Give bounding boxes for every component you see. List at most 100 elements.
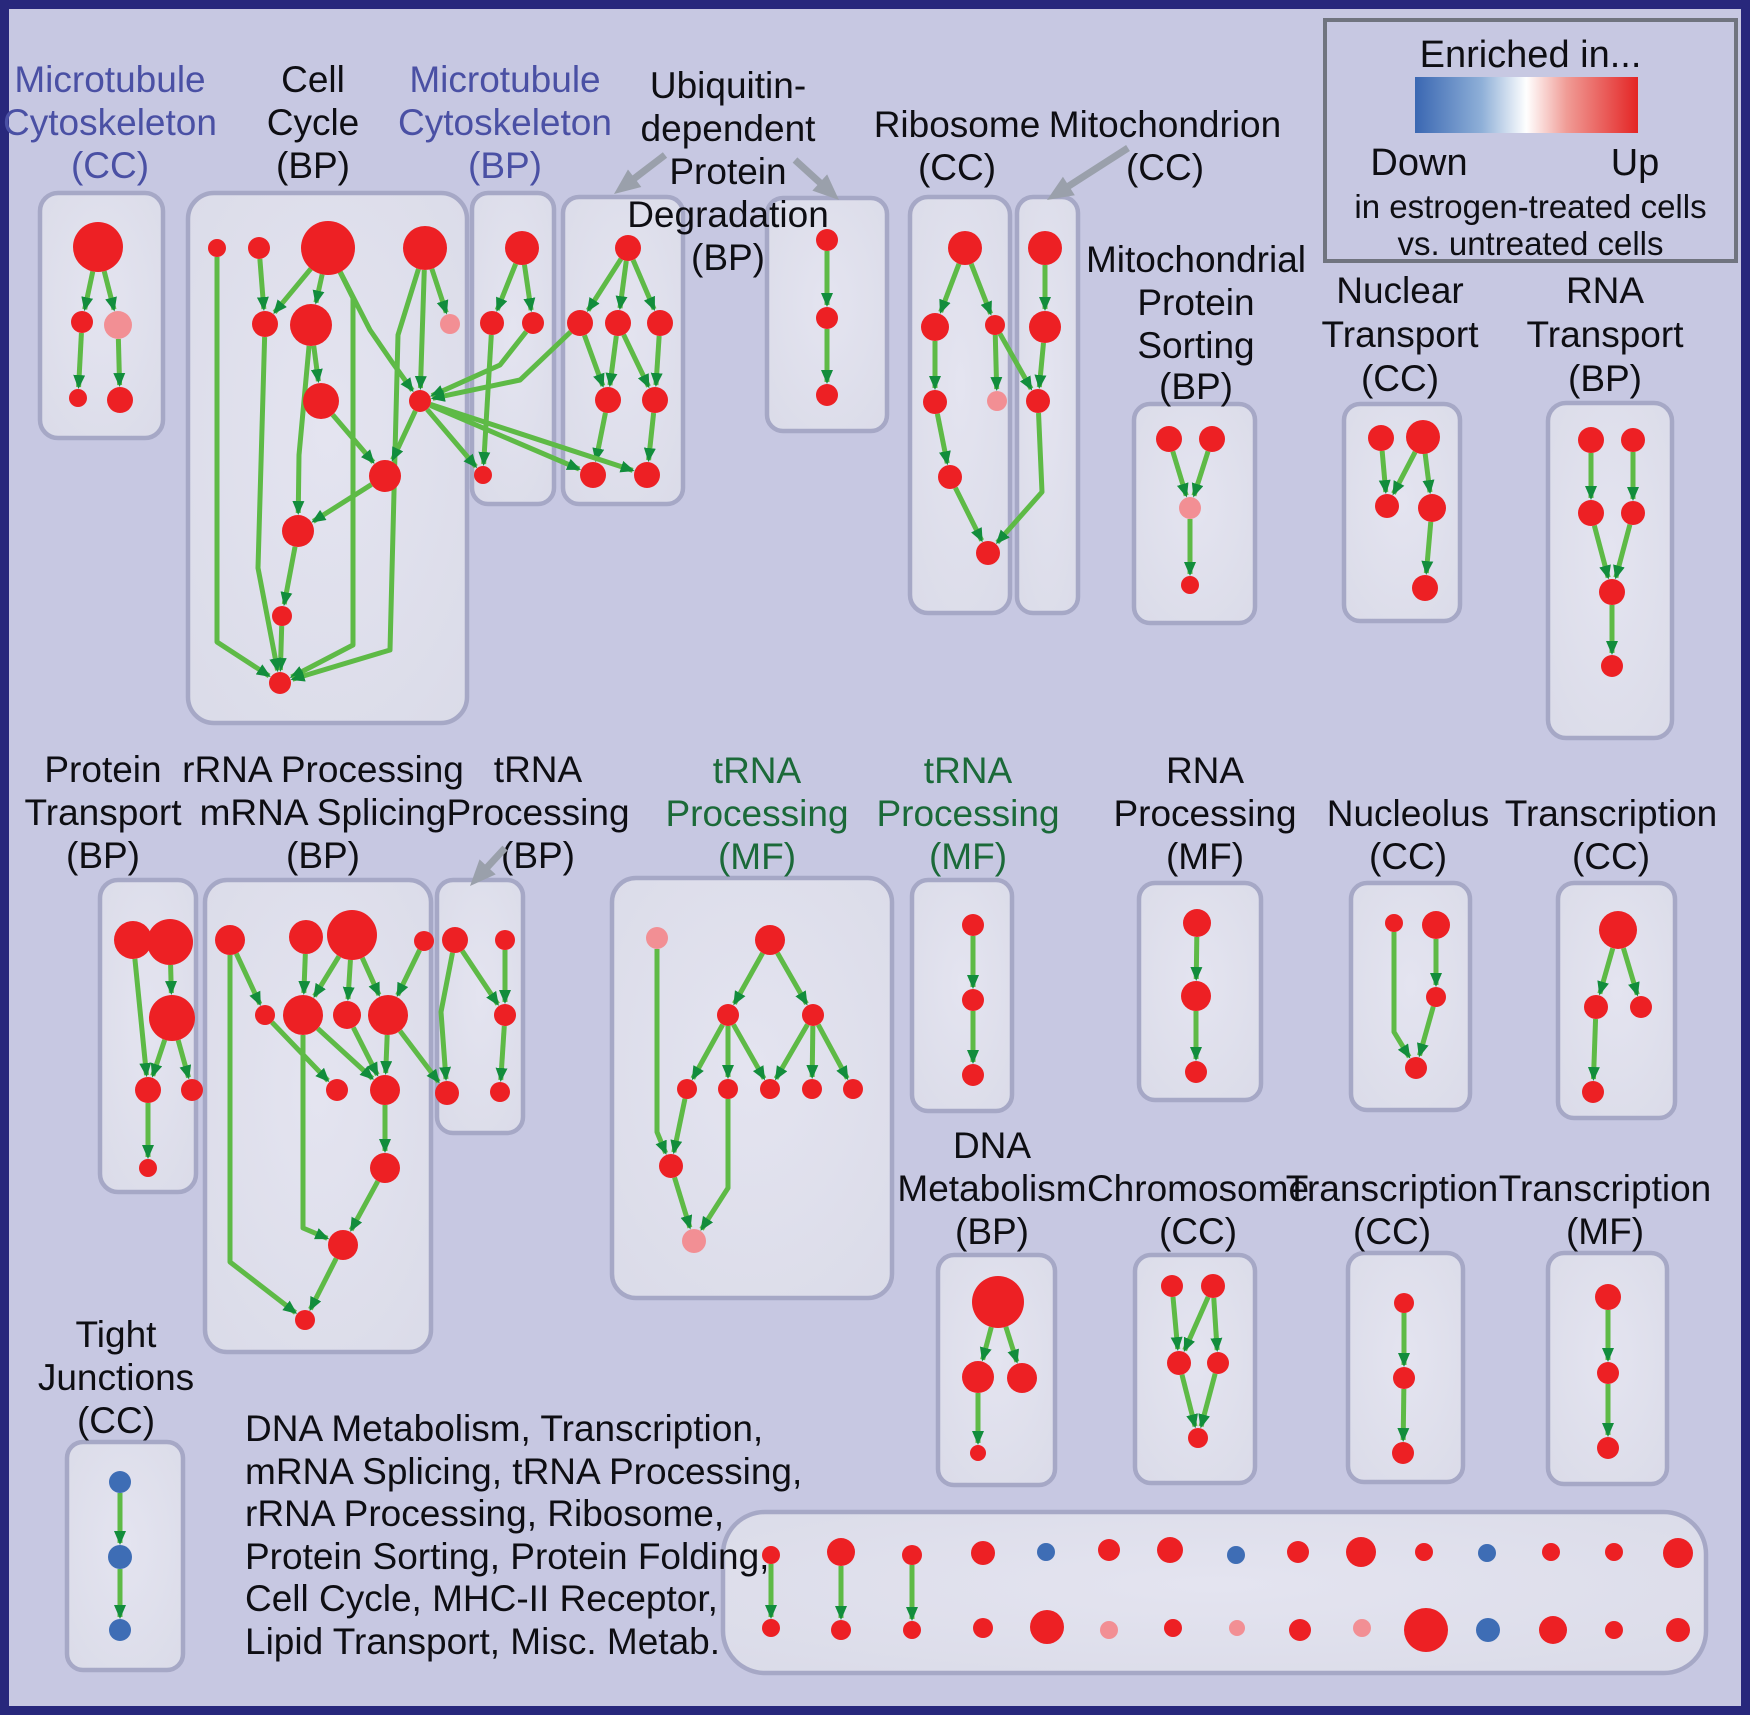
go-term-node (1385, 914, 1403, 932)
note-line: Lipid Transport, Misc. Metab. (245, 1620, 721, 1662)
go-term-node (1621, 501, 1645, 525)
cluster-label-trna-processing-mf-1: (MF) (718, 836, 796, 877)
go-term-node (1157, 1537, 1183, 1563)
edge-arrow (311, 482, 373, 524)
cluster-label-microtubule-bp: (BP) (468, 145, 542, 186)
cluster-label-rna-processing-mf: (MF) (1166, 836, 1244, 877)
go-term-node (368, 995, 408, 1035)
edge-arrow (1421, 521, 1434, 576)
go-term-node (1346, 1537, 1376, 1567)
cluster-label-dna-metabolism: Metabolism (897, 1168, 1086, 1209)
go-term-node (1007, 1363, 1037, 1393)
go-term-node (1663, 1538, 1693, 1568)
go-term-node (1605, 1543, 1623, 1561)
go-term-node (1183, 909, 1211, 937)
go-term-node (605, 310, 631, 336)
go-term-node (474, 466, 492, 484)
go-term-node (755, 925, 785, 955)
cluster-label-transcription-cc-2: Transcription (1286, 1168, 1498, 1209)
go-term-node (762, 1619, 780, 1637)
edge-arrow (1210, 1297, 1223, 1353)
cluster-label-ubiquitin-degradation: (BP) (691, 237, 765, 278)
cluster-label-transcription-cc-2: (CC) (1353, 1211, 1431, 1252)
go-term-node (139, 1159, 157, 1177)
edge-arrow (979, 1326, 994, 1362)
edge-arrow (312, 955, 342, 998)
edge-arrow (330, 413, 376, 464)
edge-arrow (1034, 342, 1047, 390)
go-term-node (816, 229, 838, 251)
edge-arrow (1198, 1372, 1218, 1429)
go-term-node (902, 1545, 922, 1565)
label-pointer-arrow (792, 157, 827, 190)
go-term-node (1392, 1442, 1414, 1464)
edge-arrow (165, 964, 178, 996)
go-term-node (1394, 1293, 1414, 1313)
cluster-label-rrna-processing-mrna-splicing: (BP) (286, 835, 360, 876)
edge-arrow (1397, 1388, 1410, 1443)
edge-arrow (643, 412, 657, 463)
labels-layer: MicrotubuleCytoskeleton(CC)CellCycle(BP)… (3, 59, 1717, 1441)
nodes-layer (69, 221, 1693, 1652)
go-term-node (1029, 311, 1061, 343)
edge-arrow (1170, 1296, 1183, 1352)
edge-arrow (1422, 453, 1435, 495)
go-term-node (1422, 911, 1450, 939)
go-term-node (831, 1620, 851, 1640)
go-term-node (409, 390, 431, 412)
go-term-node (108, 1545, 132, 1569)
edge-arrow (1378, 450, 1391, 495)
go-term-node (272, 606, 292, 626)
edge-arrow (310, 345, 323, 384)
edge-arrow (289, 271, 356, 680)
cluster-label-trna-processing-bp: (BP) (501, 835, 575, 876)
edge-arrow (300, 1035, 330, 1241)
edge-arrow (351, 1026, 380, 1077)
go-term-node (1164, 1619, 1182, 1637)
cluster-box-misc-clusters (720, 1509, 1709, 1676)
go-term-node (104, 311, 132, 339)
go-term-node (495, 930, 515, 950)
cluster-label-tight-junctions: (CC) (77, 1400, 155, 1441)
cluster-label-transcription-cc-1: Transcription (1505, 793, 1717, 834)
go-term-node (903, 1621, 921, 1639)
cluster-box-transcription-cc-1 (1555, 880, 1678, 1121)
edge-arrow (494, 262, 519, 312)
go-term-node (816, 384, 838, 406)
edge-arrow (227, 955, 298, 1315)
label-pointer-arrow (627, 152, 668, 185)
go-term-node (135, 1077, 161, 1103)
edge-arrow (316, 1026, 375, 1081)
note-line: mRNA Splicing, tRNA Processing, (245, 1450, 803, 1492)
go-term-node (1599, 579, 1625, 605)
edge-arrow (425, 407, 478, 469)
cluster-label-rna-transport: Transport (1527, 314, 1685, 355)
go-term-node (1353, 1619, 1371, 1637)
cluster-label-nuclear-transport: Transport (1322, 314, 1480, 355)
go-term-node (505, 231, 539, 265)
go-term-node (802, 1079, 822, 1099)
go-term-node (1630, 996, 1652, 1018)
cluster-label-chromosome: (CC) (1159, 1211, 1237, 1252)
legend: Enriched in... Down Up in estrogen-treat… (1323, 18, 1738, 263)
edge-arrow (113, 338, 126, 388)
edge-arrow (521, 264, 536, 313)
cluster-label-rna-transport: RNA (1566, 270, 1644, 311)
go-term-node (370, 1153, 400, 1183)
edge-arrow (995, 412, 1045, 545)
edge-arrow (132, 958, 152, 1078)
go-term-node (369, 460, 401, 492)
go-term-node (1476, 1618, 1500, 1642)
edge-arrow (255, 336, 282, 673)
go-term-node (326, 1079, 348, 1101)
go-term-node (1201, 1274, 1225, 1298)
cluster-box-rna-transport (1545, 400, 1675, 741)
edge-arrow (429, 403, 582, 472)
go-term-node (414, 931, 434, 951)
go-term-node (1412, 575, 1438, 601)
go-term-node (1227, 1546, 1245, 1564)
go-term-node (1478, 1544, 1496, 1562)
go-term-node (567, 310, 593, 336)
